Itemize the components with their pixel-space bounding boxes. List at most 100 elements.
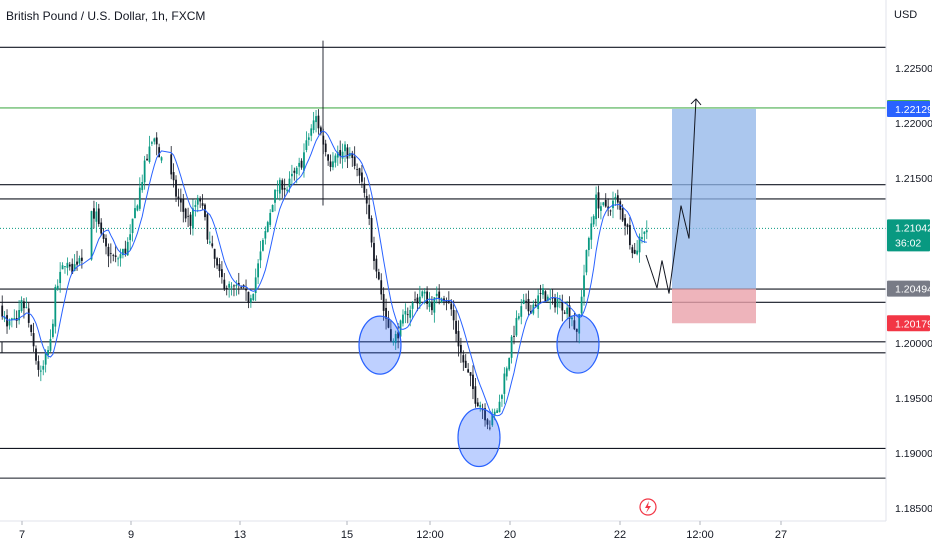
candle-body xyxy=(561,301,564,311)
candle-body xyxy=(633,249,636,254)
candle-body xyxy=(68,264,71,267)
price-tick-label: 1.19000 xyxy=(895,448,932,460)
candle-body xyxy=(590,223,593,240)
candle-body xyxy=(10,318,13,320)
price-badge-label: 1.22129 xyxy=(895,104,932,116)
candle-body xyxy=(271,204,274,213)
candle-body xyxy=(177,196,180,200)
candle-body xyxy=(160,157,163,161)
candle-body xyxy=(505,368,508,377)
candle-body xyxy=(32,333,35,347)
candle-body xyxy=(192,208,194,229)
time-tick-label: 7 xyxy=(19,529,25,541)
candle-body xyxy=(361,172,363,182)
target-zone xyxy=(672,108,756,289)
candle-body xyxy=(150,142,153,144)
candle-body xyxy=(155,137,158,145)
candle-body xyxy=(643,231,646,234)
candle-body xyxy=(428,301,431,308)
candle-body xyxy=(375,258,378,272)
candle-body xyxy=(1,305,4,317)
candle-body xyxy=(472,374,474,390)
candle-body xyxy=(20,300,23,312)
candle-body xyxy=(126,241,129,256)
candle-body xyxy=(387,317,390,328)
candle-body xyxy=(170,154,173,175)
time-tick-label: 13 xyxy=(234,529,246,541)
candle-body xyxy=(641,237,643,239)
candle-body xyxy=(464,360,467,368)
candle-body xyxy=(249,298,252,303)
candle-body xyxy=(153,138,156,142)
candle-body xyxy=(138,187,141,209)
moving-average-path xyxy=(2,130,647,417)
candle-body xyxy=(447,300,450,303)
candle-body xyxy=(469,372,472,376)
candle-body xyxy=(645,230,648,233)
candle-body xyxy=(288,178,291,188)
candle-body xyxy=(90,211,93,260)
candlestick-series xyxy=(1,40,648,431)
candle-body xyxy=(252,293,255,301)
time-tick-label: 12:00 xyxy=(686,529,714,541)
candle-body xyxy=(274,189,276,203)
time-tick-label: 22 xyxy=(614,529,626,541)
candle-body xyxy=(237,282,240,285)
candle-body xyxy=(42,365,45,370)
candle-body xyxy=(626,224,629,228)
candle-body xyxy=(30,324,33,333)
price-tick-label: 1.18500 xyxy=(895,503,932,515)
projection-line xyxy=(645,98,697,294)
candle-body xyxy=(592,216,595,225)
candle-body xyxy=(66,262,69,268)
long-position-tool xyxy=(672,108,756,324)
candle-body xyxy=(496,410,499,413)
candle-body xyxy=(225,287,228,289)
candle-body xyxy=(513,335,515,337)
candle-body xyxy=(194,205,197,207)
candle-body xyxy=(510,336,513,358)
candle-body xyxy=(614,196,617,199)
candle-body xyxy=(414,299,416,301)
candle-body xyxy=(93,208,95,219)
candle-body xyxy=(124,248,127,254)
candle-body xyxy=(491,414,494,426)
candle-body xyxy=(385,307,387,319)
candle-body xyxy=(583,275,585,297)
candle-body xyxy=(389,329,392,341)
candle-body xyxy=(411,302,414,309)
candle-body xyxy=(240,287,243,288)
candle-body xyxy=(377,271,380,280)
price-tick-label: 1.22000 xyxy=(895,118,932,130)
candle-body xyxy=(37,361,40,370)
candle-body xyxy=(206,214,209,240)
candle-body xyxy=(298,162,301,167)
candle-body xyxy=(291,173,293,177)
candle-body xyxy=(23,301,25,309)
candle-body xyxy=(501,395,503,399)
candle-body xyxy=(517,316,520,319)
candle-body xyxy=(47,350,49,356)
price-badge-label: 1.21042 xyxy=(895,222,932,234)
candle-body xyxy=(382,294,385,311)
stop-zone xyxy=(672,288,756,324)
candle-body xyxy=(346,147,349,159)
candle-body xyxy=(278,179,281,194)
candle-body xyxy=(136,205,139,211)
candle-body xyxy=(498,401,501,413)
candle-body xyxy=(394,334,397,344)
candle-body xyxy=(329,161,332,167)
candle-body xyxy=(134,208,136,219)
candle-body xyxy=(179,198,182,203)
candle-body xyxy=(3,316,6,319)
candle-body xyxy=(131,218,134,234)
candle-body xyxy=(457,330,460,347)
flash-icon[interactable] xyxy=(639,498,657,516)
candle-body xyxy=(621,208,624,221)
candle-body xyxy=(293,170,296,173)
candle-body xyxy=(44,353,47,365)
currency-label: USD xyxy=(894,9,918,21)
candle-body xyxy=(527,298,530,312)
candle-body xyxy=(397,332,400,339)
